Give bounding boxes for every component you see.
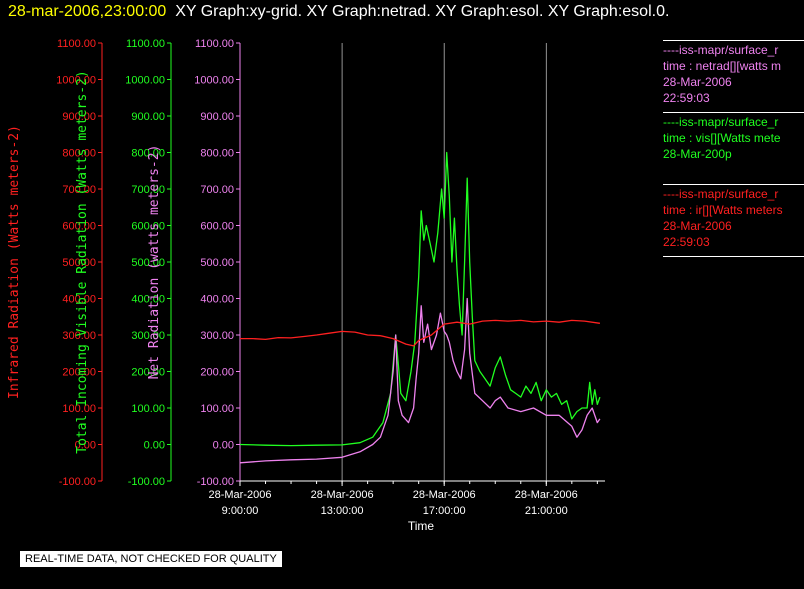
infrared-tick-label: 400.00	[62, 294, 96, 306]
series-infrared	[240, 319, 600, 347]
infrared-tick-label: 1000.00	[56, 75, 96, 87]
legend-line: time : vis[][Watts mete	[663, 131, 781, 145]
quality-note: REAL-TIME DATA, NOT CHECKED FOR QUALITY	[20, 551, 282, 567]
infrared-tick-label: 0.00	[75, 440, 96, 452]
net-tick-label: 800.00	[200, 148, 234, 160]
net-tick-label: 1100.00	[195, 38, 234, 50]
net-tick-label: 200.00	[200, 367, 234, 379]
net-tick-label: 500.00	[200, 257, 234, 269]
legend-line: 28-Mar-200p	[663, 147, 732, 161]
x-tick-time-label: 13:00:00	[321, 505, 364, 517]
infrared-tick-label: 100.00	[62, 403, 96, 415]
title-bar: 28-mar-2006,23:00:00 XY Graph:xy-grid. X…	[8, 3, 669, 21]
infrared-axis-label: Infrared Radiation (Watts meters-2)	[7, 125, 22, 399]
legend-line: 22:59:03	[663, 91, 710, 105]
x-tick-date-label: 28-Mar-2006	[311, 489, 374, 501]
title-date: 28-mar-2006,23:00:00	[8, 3, 167, 20]
visible-tick-label: 700.00	[131, 184, 165, 196]
visible-tick-label: 1100.00	[126, 38, 165, 50]
visible-tick-label: 100.00	[131, 403, 165, 415]
x-axis-label: Time	[408, 519, 435, 533]
infrared-tick-label: 500.00	[62, 257, 96, 269]
infrared-tick-label: -100.00	[59, 476, 96, 488]
series-net	[239, 297, 601, 464]
grid-layer	[341, 43, 547, 481]
net-tick-label: 900.00	[200, 111, 234, 123]
visible-tick-label: 1000.00	[125, 75, 165, 87]
infrared-tick-label: 200.00	[62, 367, 96, 379]
visible-tick-label: 500.00	[131, 257, 165, 269]
net-tick-label: 400.00	[200, 294, 234, 306]
legend-line: time : ir[][Watts meters	[663, 203, 783, 217]
net-tick-label: 700.00	[200, 184, 234, 196]
visible-tick-label: 400.00	[131, 294, 165, 306]
x-tick-date-label: 28-Mar-2006	[515, 489, 578, 501]
series-visible	[239, 151, 601, 447]
infrared-tick-label: 1100.00	[57, 38, 96, 50]
legend-line: time : netrad[][watts m	[663, 59, 782, 73]
x-tick-time-label: 17:00:00	[423, 505, 466, 517]
legend-line: ----iss-mapr/surface_r	[663, 43, 779, 57]
x-axis-layer: 28-Mar-2006 9:00:00 28-Mar-2006 13:00:00 28-…	[209, 480, 605, 533]
net-tick-label: -100.00	[197, 476, 234, 488]
legend-line: ----iss-mapr/surface_r	[663, 187, 779, 201]
net-tick-label: 300.00	[200, 330, 234, 342]
legend-divider	[663, 184, 804, 185]
visible-tick-label: 800.00	[131, 148, 165, 160]
x-tick-time-label: 21:00:00	[525, 505, 568, 517]
net-tick-label: 1000.00	[194, 75, 234, 87]
legend-line: 22:59:03	[663, 235, 710, 249]
infrared-tick-label: 900.00	[62, 111, 96, 123]
series-layer	[239, 151, 601, 464]
net-tick-label: 600.00	[200, 221, 234, 233]
legend-line: ----iss-mapr/surface_r	[663, 115, 779, 129]
visible-tick-label: 0.00	[144, 440, 165, 452]
infrared-tick-label: 300.00	[62, 330, 96, 342]
graph-list: XY Graph:xy-grid. XY Graph:netrad. XY Gr…	[175, 3, 670, 20]
infrared-tick-label: 700.00	[62, 184, 96, 196]
legend-divider	[663, 256, 804, 257]
visible-tick-label: 300.00	[131, 330, 165, 342]
x-tick-date-label: 28-Mar-2006	[413, 489, 476, 501]
infrared-tick-label: 800.00	[62, 148, 96, 160]
visible-tick-label: 200.00	[131, 367, 165, 379]
net-axis-label: Net Radiation (watts meters-2)	[147, 145, 162, 380]
legend-line: 28-Mar-2006	[663, 219, 732, 233]
legend-line: 28-Mar-2006	[663, 75, 732, 89]
visible-tick-label: 900.00	[131, 111, 165, 123]
infrared-tick-label: 600.00	[62, 221, 96, 233]
legend-divider	[663, 112, 804, 113]
visible-tick-label: -100.00	[128, 476, 165, 488]
x-tick-date-label: 28-Mar-2006	[209, 489, 272, 501]
axes-layer: -100.00 0.00 100.00 200.00 300.00 400.00 500.0…	[7, 38, 241, 488]
net-tick-label: 0.00	[213, 440, 234, 452]
net-tick-label: 100.00	[200, 403, 234, 415]
legend-divider	[663, 40, 804, 41]
visible-axis-label: Total Incoming Visible Radiation (Watts …	[75, 70, 90, 454]
visible-tick-label: 600.00	[131, 221, 165, 233]
x-tick-time-label: 9:00:00	[222, 505, 259, 517]
